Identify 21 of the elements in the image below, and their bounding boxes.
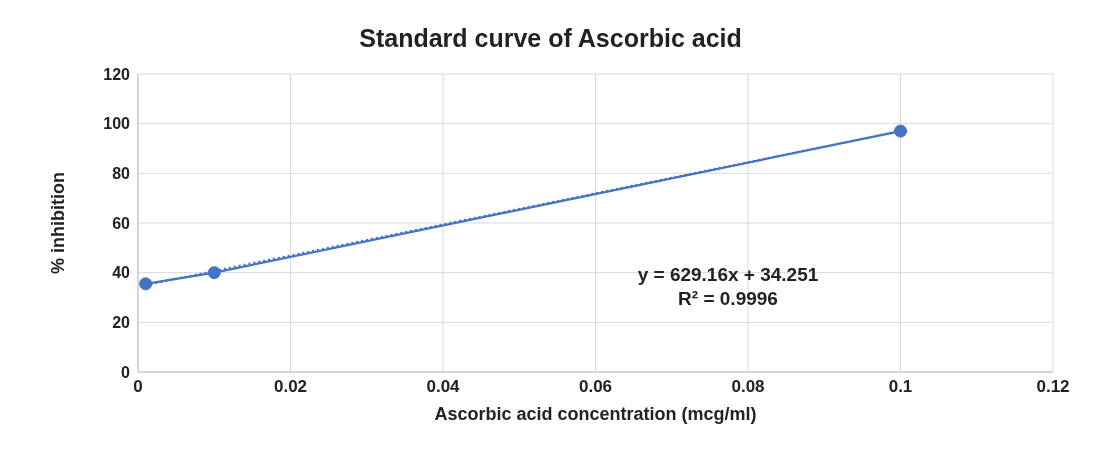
- y-tick-label: 60: [112, 214, 131, 232]
- y-tick-label: 20: [112, 314, 131, 332]
- y-tick-label: 100: [103, 115, 131, 133]
- annotation: R² = 0.9996: [677, 288, 779, 310]
- x-tick-label: 0.06: [578, 377, 613, 397]
- x-tick-label: 0.1: [888, 377, 913, 397]
- y-axis-title: % inhibition: [48, 172, 69, 274]
- y-tick-label: 80: [112, 165, 131, 183]
- point: [139, 277, 153, 291]
- x-tick-label: 0.08: [731, 377, 765, 397]
- y-tick-label: 120: [103, 65, 131, 83]
- y-tick-label: 0: [121, 363, 131, 381]
- point: [207, 266, 221, 280]
- annotation: y = 629.16x + 34.251: [636, 264, 820, 286]
- y-tick-label: 40: [112, 264, 131, 282]
- x-tick-label: 0.02: [273, 377, 308, 397]
- chart-title: Standard curve of Ascorbic acid: [359, 24, 742, 52]
- x-axis-title: Ascorbic acid concentration (mcg/ml): [434, 404, 757, 424]
- x-tick-label: 0.04: [426, 377, 461, 397]
- x-tick-label: 0.12: [1036, 377, 1070, 397]
- point: [894, 124, 907, 138]
